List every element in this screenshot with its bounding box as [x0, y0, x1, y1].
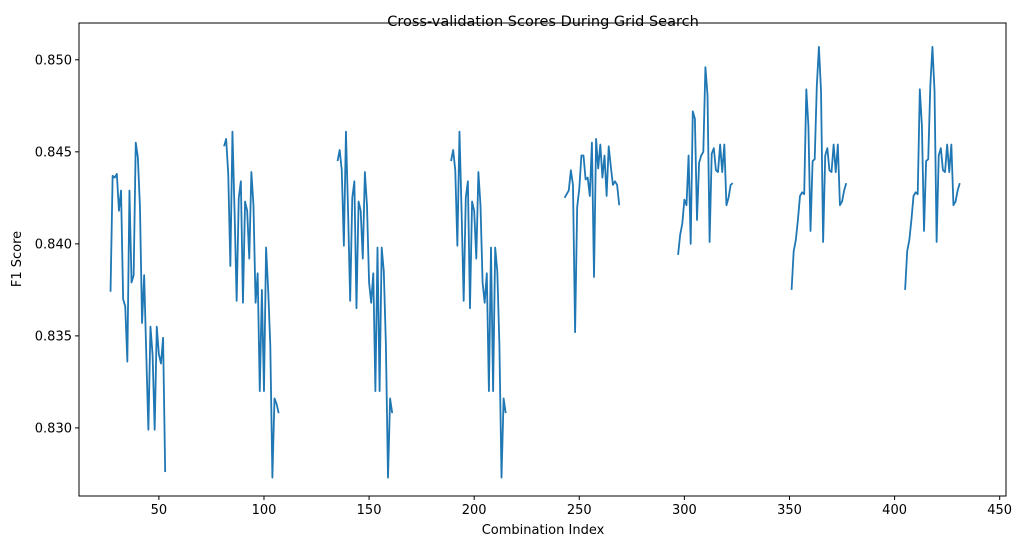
- x-axis: 50 100 150 200 250 300 350 400 450: [151, 496, 1012, 518]
- chart-title: Cross-validation Scores During Grid Sear…: [387, 14, 699, 30]
- y-tick-label: 0.835: [35, 329, 72, 344]
- series-line-segment-8: [904, 46, 961, 290]
- x-tick-label: 350: [777, 503, 802, 518]
- y-axis: 0.830 0.835 0.840 0.845 0.850: [35, 53, 79, 436]
- y-tick-label: 0.845: [35, 145, 72, 160]
- series-line-segment-6: [677, 66, 734, 255]
- y-tick-label: 0.850: [35, 53, 72, 68]
- y-tick-label: 0.830: [35, 421, 72, 436]
- series-line-segment-4: [450, 130, 507, 479]
- x-tick-label: 100: [252, 503, 277, 518]
- y-tick-label: 0.840: [35, 237, 72, 252]
- series-line-segment-7: [790, 46, 848, 290]
- x-tick-label: 200: [462, 503, 487, 518]
- series-line-segment-5: [563, 138, 621, 334]
- plot-frame: [78, 22, 1007, 497]
- x-tick-label: 450: [987, 503, 1012, 518]
- x-axis-title: Combination Index: [482, 523, 605, 538]
- series-line-segment-2: [223, 130, 280, 479]
- x-tick-label: 250: [567, 503, 592, 518]
- y-axis-title: F1 Score: [10, 231, 25, 287]
- x-tick-label: 150: [357, 503, 382, 518]
- plot-area: [109, 46, 961, 479]
- x-tick-label: 50: [151, 503, 168, 518]
- x-tick-label: 400: [882, 503, 907, 518]
- series-line-segment-3: [336, 130, 394, 479]
- x-tick-label: 300: [672, 503, 697, 518]
- series-line-segment-1: [109, 141, 167, 473]
